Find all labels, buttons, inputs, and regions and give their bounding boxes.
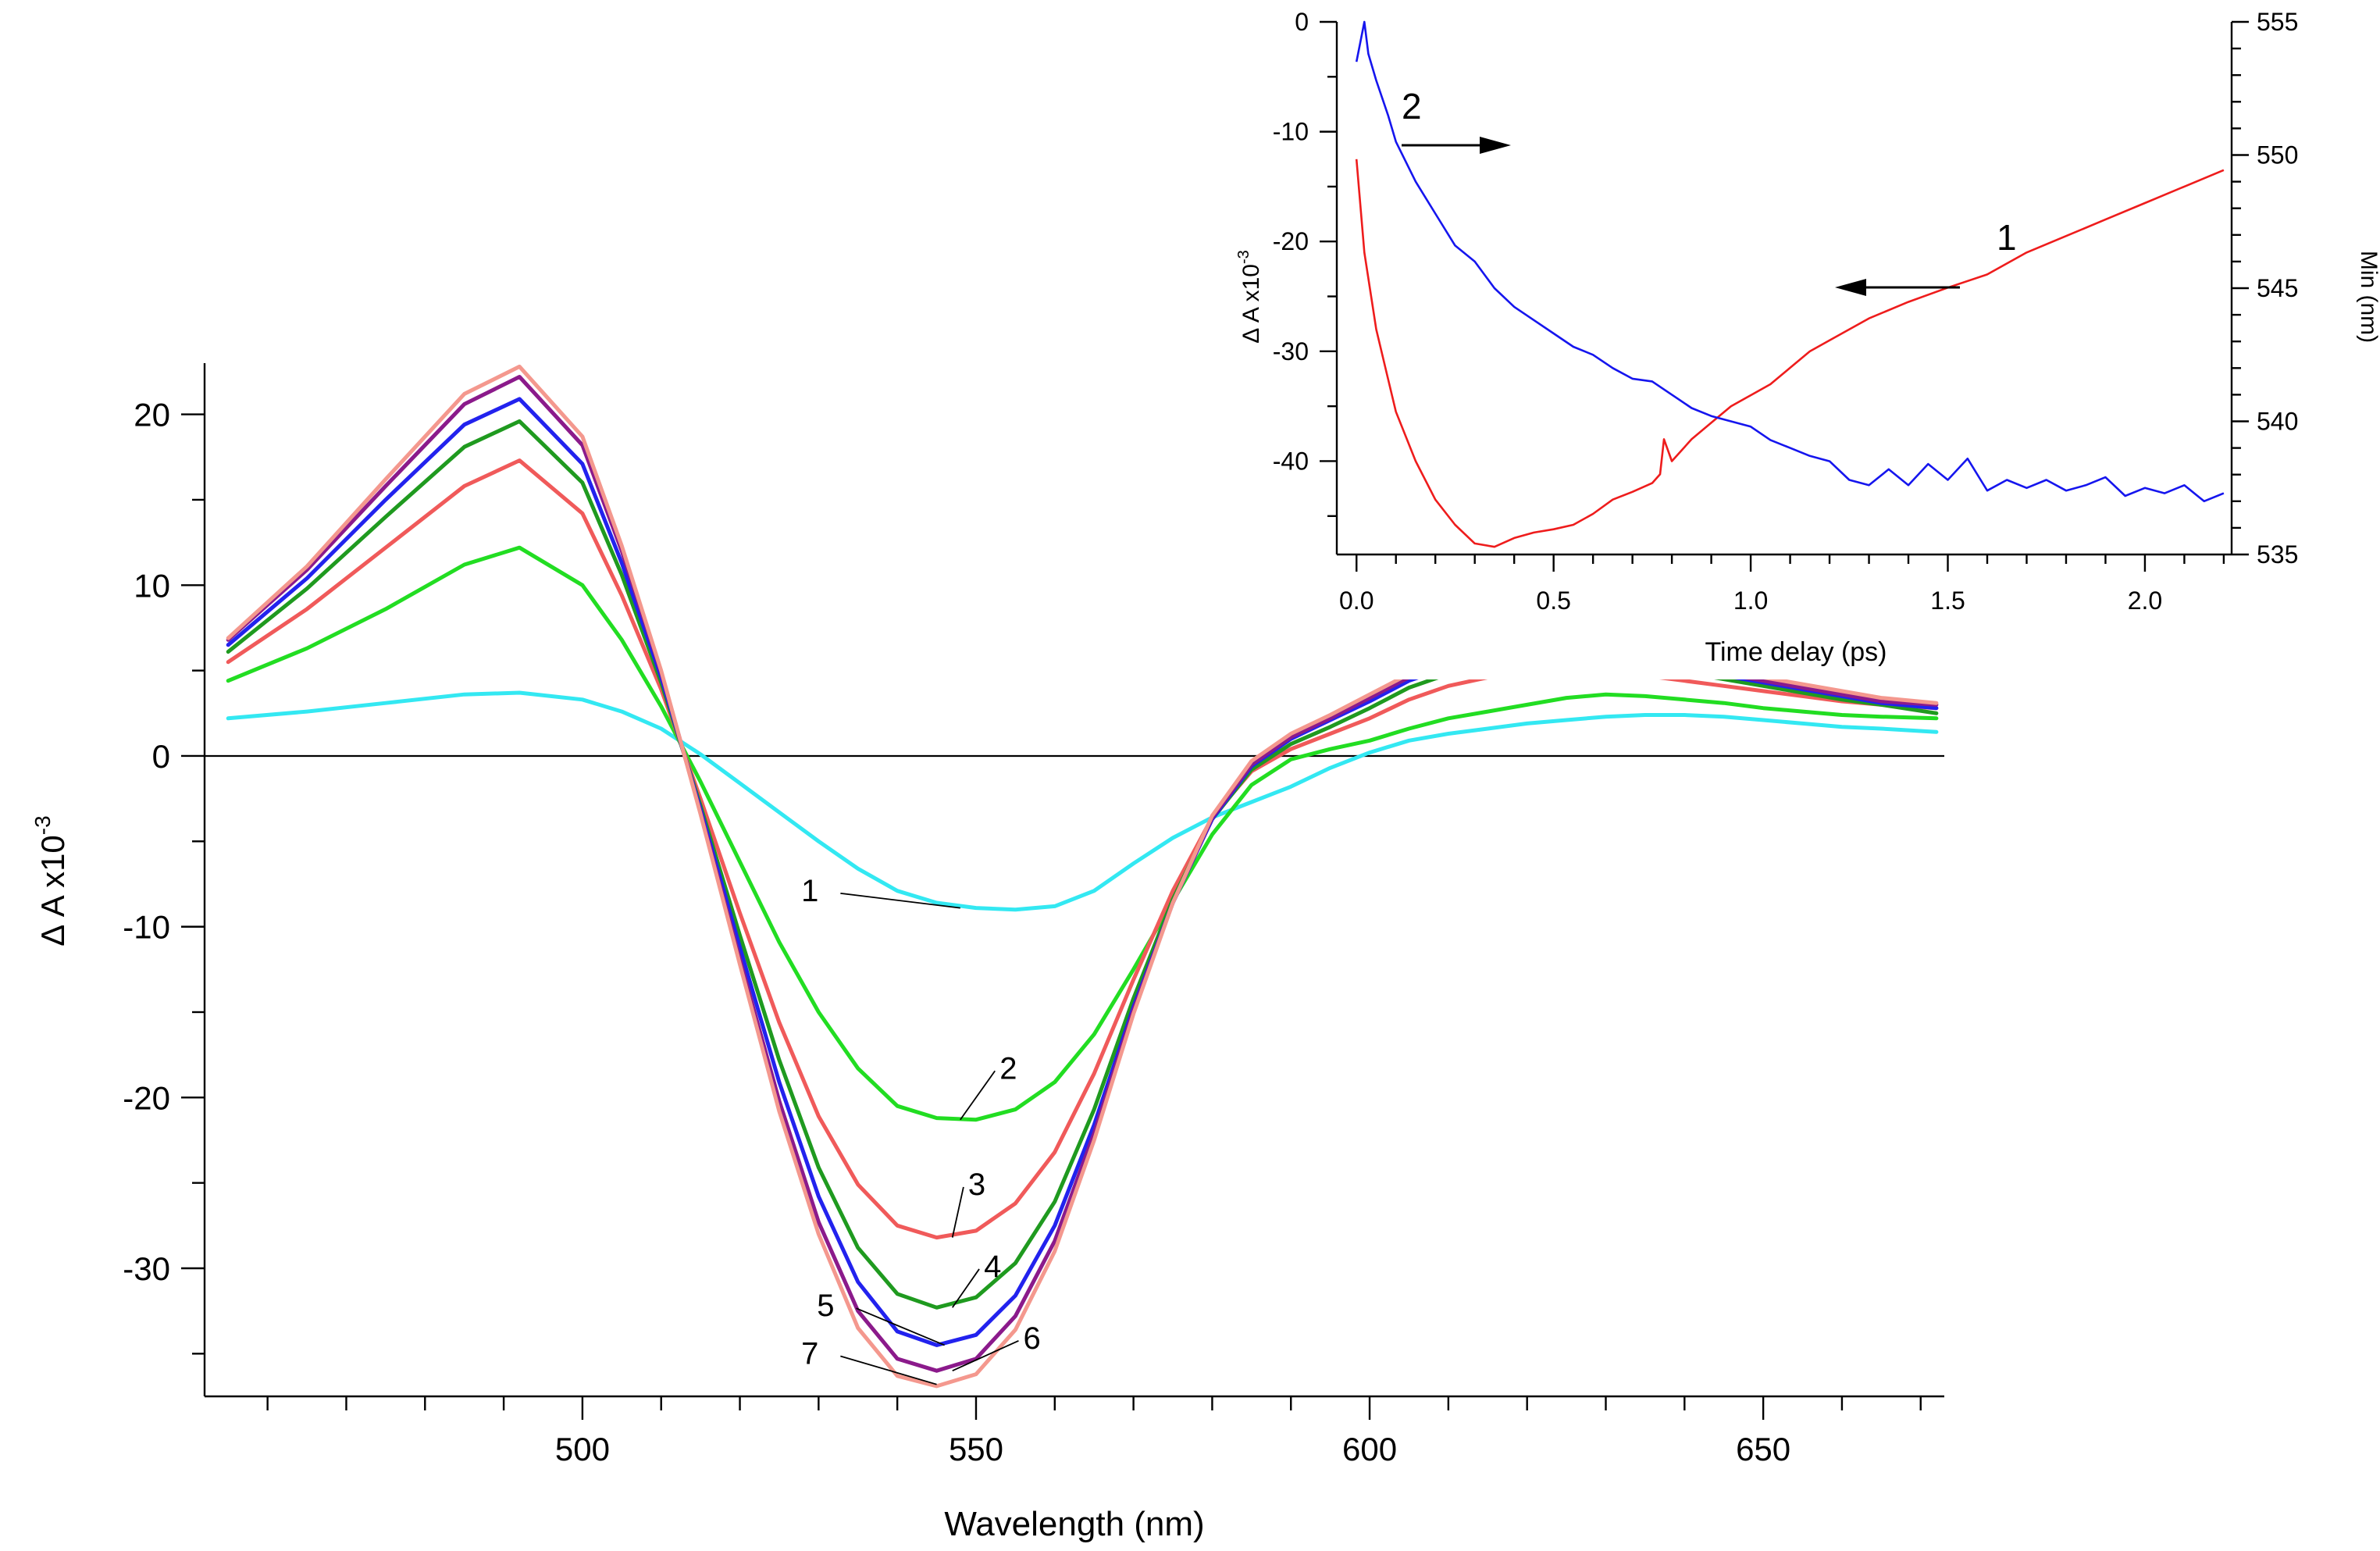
main-ticks: 500 550 600 650 20 10 0 -10 -20 -30 [123,397,1922,1467]
inset-x-tick-label: 0.5 [1536,587,1570,615]
curve-label-leader [952,1339,1019,1372]
inset-series-2-label: 2 [1402,86,1422,127]
inset-yr-tick-label: 555 [2257,8,2298,36]
curve-label-leader [840,892,960,909]
y-tick-label: -20 [123,1079,170,1116]
inset-series-group [1355,20,2225,548]
inset-x-tick-label: 0.0 [1339,587,1373,615]
y-tick-label: -30 [123,1250,170,1287]
curve-label-1: 1 [801,874,818,908]
y-tick-label: 10 [134,567,170,604]
inset-y-axis-label-right: Min (nm) [2356,251,2380,343]
y-tick-label: -10 [123,909,170,946]
inset-x-tick-label: 2.0 [2128,587,2162,615]
main-y-label-text: Δ A x10 [34,835,71,947]
inset-yr-tick-label: 540 [2257,408,2298,436]
inset-series-2-line [1355,20,2225,503]
curve-label-leader [856,1307,946,1346]
inset-y-right-text: Min (nm) [2356,251,2380,343]
inset-series-1-line [1355,159,2225,548]
inset-chart: 0.0 0.5 1.0 1.5 2.0 0 -10 -20 -30 -40 555 550 545 540… [1235,0,2380,679]
series-1-line [226,690,1939,912]
main-y-label-exponent: -3 [30,815,55,835]
inset-yl-tick-label: -30 [1273,337,1309,365]
inset-yr-tick-label: 535 [2257,540,2298,569]
inset-yr-tick-label: 545 [2257,274,2298,302]
main-x-axis-label: Wavelength (nm) [944,1505,1204,1543]
inset-yl-tick-label: -20 [1273,227,1309,255]
inset-yr-tick-label: 550 [2257,141,2298,169]
curve-label-2: 2 [999,1051,1017,1086]
x-tick-label: 500 [555,1431,610,1467]
inset-x-axis-label: Time delay (ps) [1705,637,1887,667]
curve-label-7: 7 [801,1336,818,1371]
inset-arrow-right-head [1480,137,1511,154]
svg-text:Δ A x10-3: Δ A x10-3 [30,815,71,946]
inset-ticks: 0.0 0.5 1.0 1.5 2.0 0 -10 -20 -30 -40 555 550 545 540… [1273,8,2299,615]
curve-label-4: 4 [984,1250,1001,1284]
curve-label-leader [960,1070,996,1121]
main-curve-labels: 1 2 3 4 5 6 7 [801,874,1041,1385]
y-tick-label: 0 [152,738,170,775]
y-tick-label: 20 [134,397,170,433]
curve-label-leader [951,1268,980,1308]
curve-label-5: 5 [817,1289,834,1323]
inset-y-left-text: Δ A x10 [1238,264,1264,344]
inset-yl-tick-label: -10 [1273,118,1309,146]
inset-arrow-left-head [1835,279,1866,296]
curve-label-leader [951,1186,964,1238]
x-tick-label: 600 [1342,1431,1397,1467]
inset-series-1-label: 1 [1997,217,2017,258]
x-tick-label: 650 [1736,1431,1790,1467]
inset-y-left-exponent: -3 [1235,250,1252,264]
inset-x-tick-label: 1.0 [1733,587,1768,615]
inset-background [1249,0,2380,679]
inset-yl-tick-label: -40 [1273,447,1309,475]
curve-label-leader [840,1355,937,1385]
inset-yl-tick-label: 0 [1295,8,1309,36]
x-tick-label: 550 [949,1431,1003,1467]
main-y-axis-label: Δ A x10-3 [30,815,71,946]
inset-y-axis-label-left: Δ A x10-3 [1235,250,1264,344]
inset-x-tick-label: 1.5 [1930,587,1965,615]
curve-label-6: 6 [1023,1321,1040,1356]
svg-text:Δ A x10-3: Δ A x10-3 [1235,250,1264,344]
curve-label-3: 3 [968,1168,985,1202]
